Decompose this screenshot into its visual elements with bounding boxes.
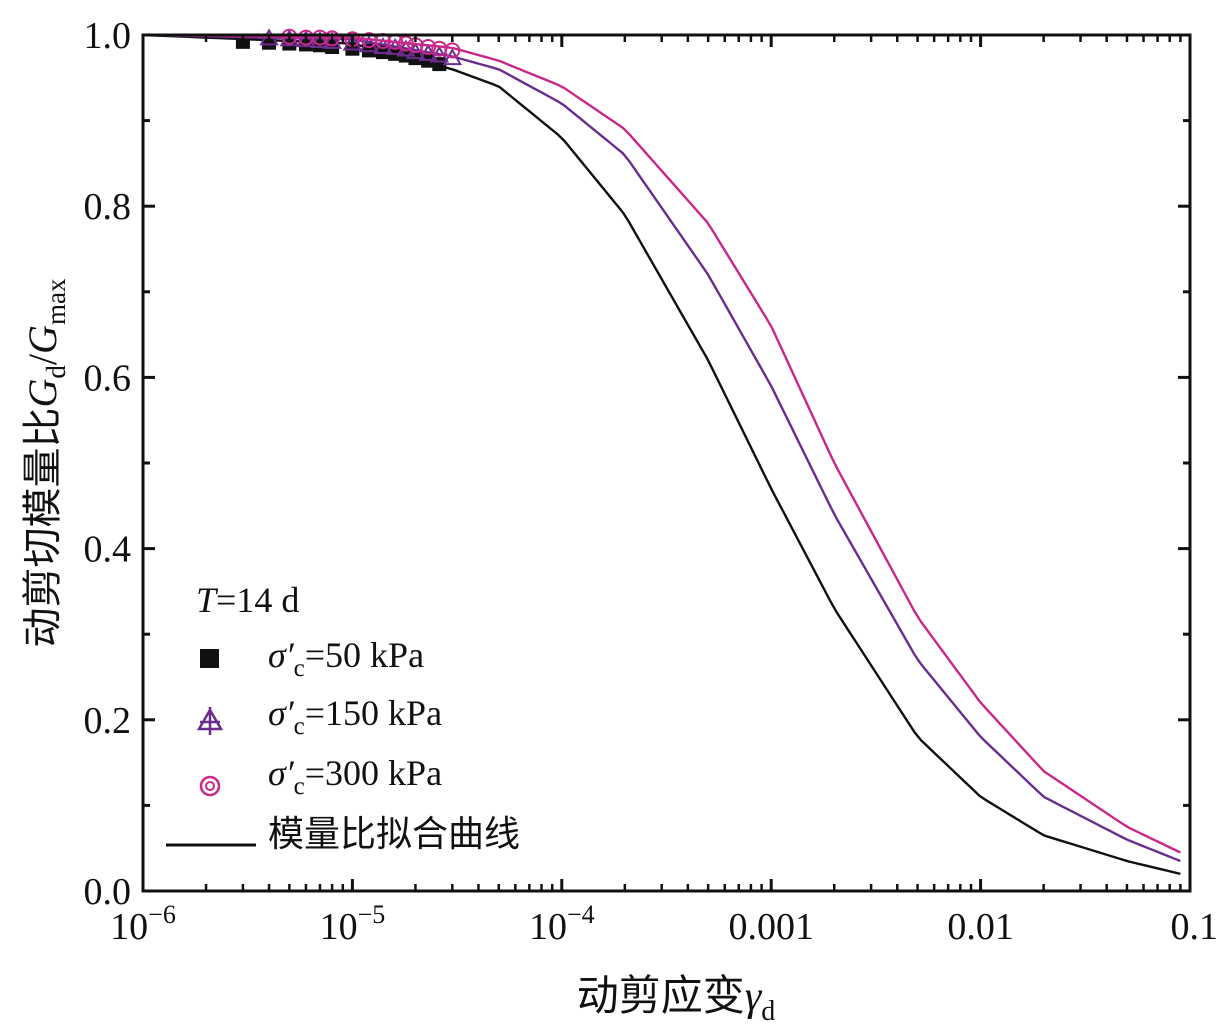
y-tick-label-0: 0.0 [84, 871, 132, 913]
y-tick-label-5: 1.0 [84, 15, 132, 57]
tick-labels: 0.0 0.2 0.4 0.6 0.8 1.0 10−6 10−5 10−4 0.001 0.01 0… [84, 15, 1219, 948]
data-point-1-6 [359, 35, 379, 53]
legend-label-300kpa: σ′c=300 kPa [268, 753, 442, 800]
x-tick-label-5: 0.1 [1171, 906, 1219, 948]
x-tick-label-0: 10−6 [110, 900, 176, 948]
legend-entry-300kpa: σ′c=300 kPa [199, 753, 442, 800]
data-point-2-12 [444, 42, 461, 59]
legend-label-150kpa: σ′c=150 kPa [268, 693, 442, 740]
legend-entry-50kpa: σ′c=50 kPa [200, 635, 424, 682]
x-axis-title: 动剪应变γd [577, 971, 776, 1027]
plot-area [142, 28, 1181, 876]
legend-marker-square [200, 649, 219, 668]
y-tick-label-1: 0.2 [84, 700, 132, 742]
legend-title: T=14 d [196, 580, 299, 620]
y-tick-label-3: 0.6 [84, 357, 132, 399]
axes [141, 33, 1192, 893]
data-point-1-1 [279, 29, 300, 47]
data-point-2-8 [397, 35, 414, 52]
legend-entry-150kpa: σ′c=150 kPa [196, 693, 442, 740]
x-tick-label-4: 0.01 [947, 906, 1014, 948]
data-point-1-4 [322, 31, 342, 49]
data-point-0-1 [262, 35, 277, 50]
x-tick-label-1: 10−5 [320, 900, 386, 948]
plot-frame [141, 33, 1192, 893]
data-point-2-0 [281, 28, 298, 45]
legend: T=14 d σ′c=50 kPa σ′c=150 kPa σ′c=300 kP… [166, 580, 520, 855]
legend-marker-circle [199, 775, 221, 797]
y-axis-title: 动剪切模量比Gd/Gmax [20, 278, 71, 647]
data-point-2-2 [311, 29, 328, 46]
data-point-1-3 [310, 30, 330, 48]
data-point-2-10 [420, 38, 437, 55]
data-point-2-3 [324, 30, 341, 47]
x-tick-label-2: 10−4 [529, 900, 595, 948]
series-line-0 [142, 33, 1181, 876]
legend-label-fit-curve: 模量比拟合曲线 [268, 814, 520, 855]
legend-marker-triangle [196, 707, 224, 735]
data-point-1-5 [342, 33, 363, 51]
legend-label-50kpa: σ′c=50 kPa [268, 635, 424, 682]
legend-entry-fit-curve: 模量比拟合曲线 [166, 814, 520, 855]
data-point-1-2 [296, 30, 316, 48]
x-tick-label-3: 0.001 [728, 906, 814, 948]
series-line-2 [142, 33, 1181, 854]
ticks [141, 33, 1192, 893]
y-tick-label-2: 0.4 [84, 529, 132, 571]
y-tick-label-4: 0.8 [84, 186, 132, 228]
